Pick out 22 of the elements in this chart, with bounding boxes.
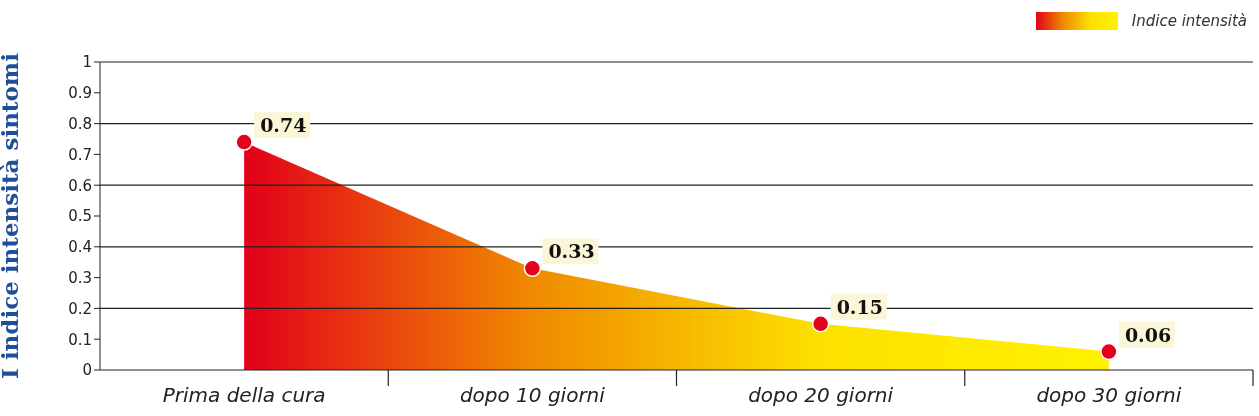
y-tick-label: 0.6	[68, 176, 92, 195]
y-tick-label: 0.7	[68, 145, 92, 164]
y-tick-label: 0.4	[68, 238, 92, 257]
y-tick-label: 0.9	[68, 84, 92, 103]
y-axis-title: I indice intensità sintomi	[0, 52, 24, 379]
y-tick-label: 0.8	[68, 114, 92, 133]
data-label: 0.15	[836, 295, 883, 318]
y-tick-label: 0.5	[68, 207, 92, 226]
data-label: 0.74	[260, 114, 307, 137]
data-label: 0.33	[548, 240, 595, 263]
x-tick-label: dopo 30 giorni	[1036, 383, 1182, 407]
point	[235, 133, 253, 151]
x-tick-label: Prima della cura	[162, 383, 326, 407]
y-tick-label: 1	[82, 53, 92, 72]
y-tick-label: 0.3	[68, 268, 92, 287]
y-tick-label: 0.2	[68, 299, 92, 318]
data-label: 0.06	[1124, 323, 1172, 346]
y-tick-label: 0	[82, 361, 92, 380]
x-tick-label: dopo 10 giorni	[459, 383, 606, 407]
text: Indice intensità	[1131, 12, 1247, 30]
x-tick-label: dopo 20 giorni	[748, 383, 894, 407]
y-tick-label: 0.1	[68, 330, 92, 349]
